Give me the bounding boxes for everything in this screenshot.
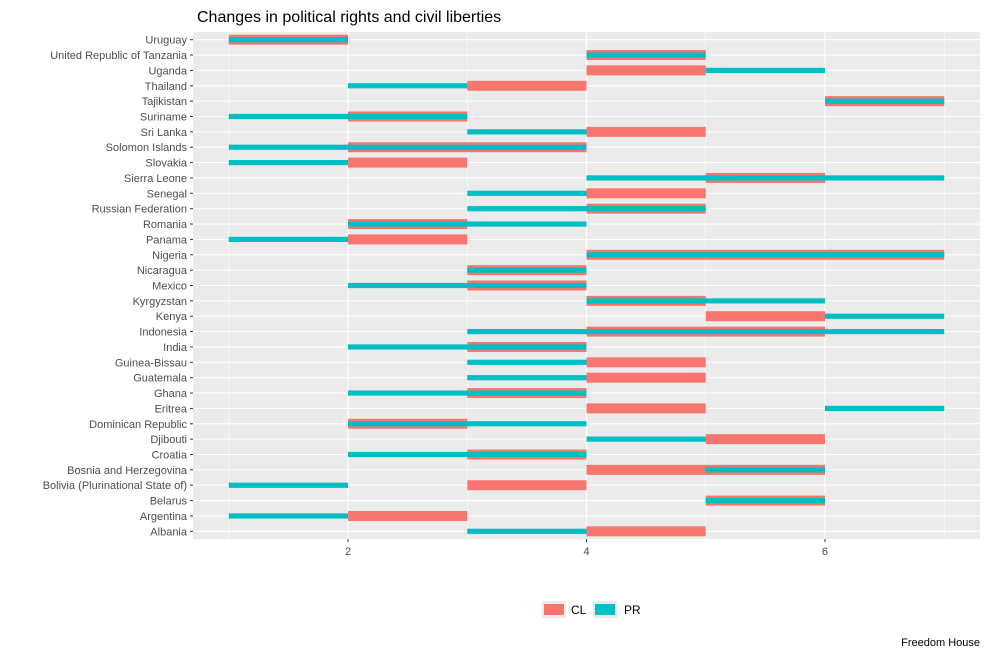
y-tick-label: Uruguay [145,35,187,47]
y-tick-label: Senegal [147,188,187,200]
bar-cl [467,80,587,91]
bar-pr [467,267,587,273]
bar-pr [705,67,825,74]
y-tick-label: Dominican Republic [89,419,187,431]
y-tick-label: Eritrea [155,403,188,415]
bar-pr [586,436,706,442]
y-tick-label: Djibouti [150,434,187,446]
y-tick-label: Belarus [150,496,188,508]
bar-pr [705,497,825,504]
bar-cl [348,510,468,521]
bar-pr [467,359,587,365]
x-tick-label: 4 [583,546,589,558]
bar-pr [228,37,349,43]
y-tick-label: Nigeria [152,250,188,262]
legend-swatch-pr [595,604,615,615]
y-tick-label: Russian Federation [92,204,187,216]
bar-pr [228,236,349,243]
y-tick-label: India [163,342,188,354]
bar-cl [586,403,706,414]
y-tick-label: Croatia [152,450,188,462]
y-tick-label: Panama [146,234,188,246]
chart-caption: Freedom House [901,637,980,649]
y-tick-label: Tajikistan [142,96,187,108]
bar-pr [348,221,587,227]
bar-pr [467,528,587,534]
bar-cl [586,357,706,368]
x-axis: 2 4 6 [345,539,828,558]
y-tick-label: Indonesia [139,327,188,339]
x-tick-label: 6 [822,546,828,558]
bar-pr [586,175,945,181]
bar-pr [586,298,825,304]
y-tick-label: Argentina [140,511,188,523]
bar-pr [348,83,468,89]
bar-pr [228,113,468,120]
bar-pr [348,451,587,458]
bar-cl [586,126,706,137]
y-tick-label: Guinea-Bissau [115,357,187,369]
bar-cl [348,157,468,168]
y-tick-label: Slovakia [145,158,187,170]
bar-cl [586,372,706,383]
legend: CL PR [542,601,641,618]
x-tick-label: 2 [345,546,351,558]
bar-pr [228,144,587,150]
bar-pr [824,313,945,319]
bar-pr [348,344,587,350]
bar-pr [586,252,945,258]
bar-pr [228,482,349,488]
chart-title: Changes in political rights and civil li… [197,9,501,26]
y-tick-label: Suriname [140,112,187,124]
bar-pr [348,282,587,289]
legend-swatch-cl [544,604,564,615]
bar-pr [348,421,587,427]
bar-cl [586,188,706,199]
y-tick-label: Bolivia (Plurinational State of) [43,480,187,492]
bar-pr [467,190,587,196]
y-tick-label: Romania [143,219,188,231]
bar-pr [228,513,349,519]
bar-cl [705,434,825,445]
bar-pr [824,98,945,104]
bar-pr [467,328,945,335]
y-tick-label: Thailand [145,81,187,93]
bars [228,34,945,537]
bar-cl [705,311,825,322]
bar-pr [586,52,706,58]
y-tick-label: Kyrgyzstan [133,296,187,308]
bar-pr [348,390,587,396]
y-axis: Uruguay United Republic of Tanzania Uganda… [43,35,193,538]
bar-cl [467,480,587,491]
bar-pr [467,375,587,381]
y-tick-label: Sierra Leone [124,173,187,185]
y-tick-label: Sri Lanka [141,127,188,139]
bar-cl [348,234,468,245]
y-tick-label: Guatemala [133,373,188,385]
y-tick-label: Solomon Islands [106,142,188,154]
bar-pr [705,467,825,473]
bar-pr [467,206,706,212]
y-tick-label: Ghana [154,388,188,400]
y-tick-label: Kenya [156,311,188,323]
bar-pr [824,405,945,412]
legend-label: CL [571,603,587,617]
y-tick-label: Nicaragua [137,265,188,277]
bar-cl [586,526,706,537]
legend-label: PR [624,603,641,617]
y-tick-label: Mexico [152,281,187,293]
y-tick-label: United Republic of Tanzania [50,50,188,62]
bar-cl [586,65,706,76]
y-tick-label: Bosnia and Herzegovina [67,465,188,477]
bar-pr [228,159,349,166]
bar-pr [467,129,587,135]
y-tick-label: Albania [150,526,188,538]
y-tick-label: Uganda [148,65,187,77]
